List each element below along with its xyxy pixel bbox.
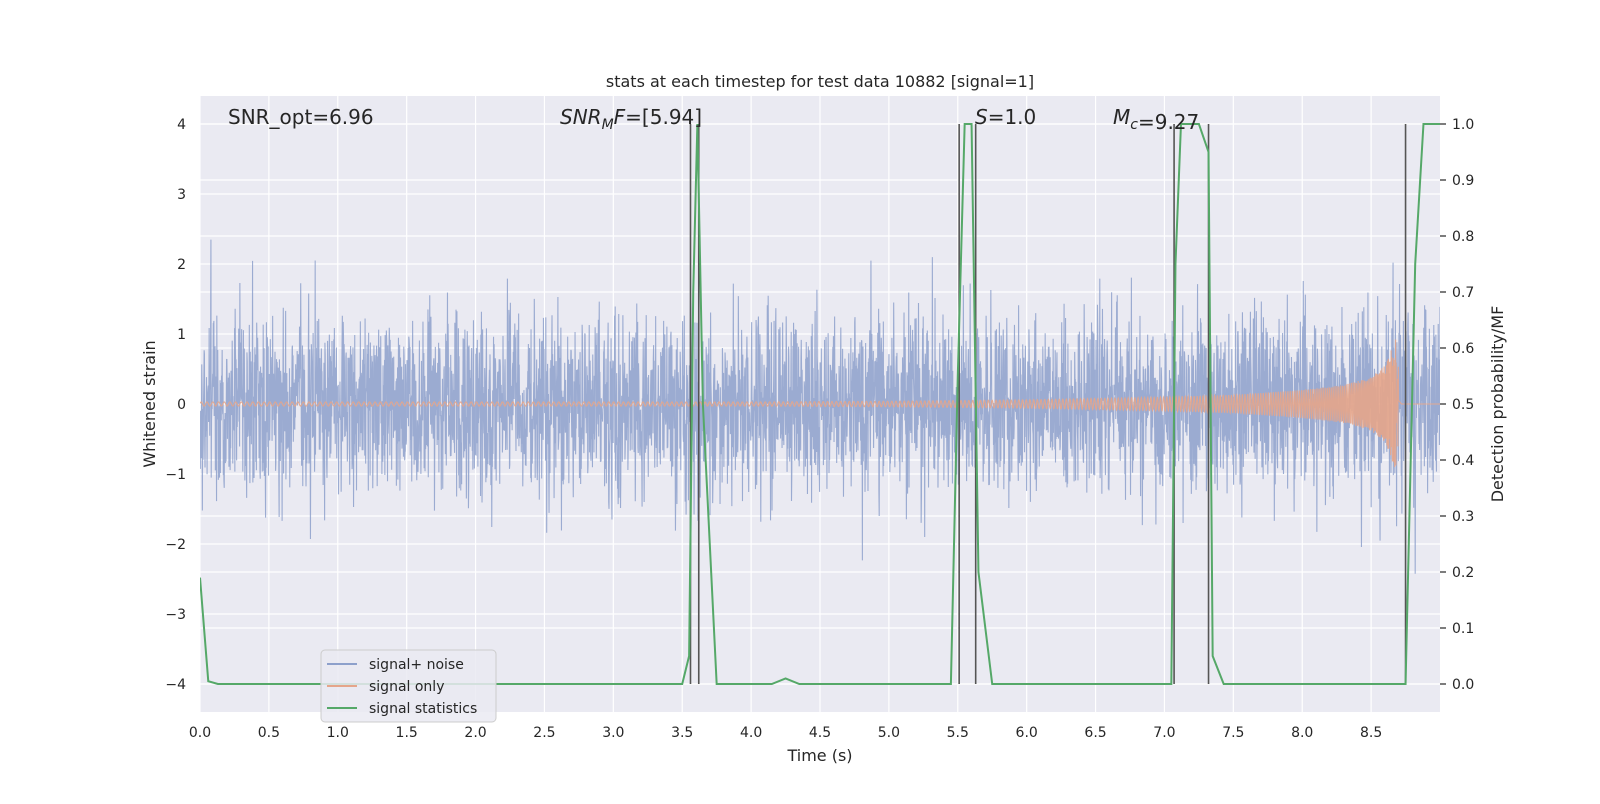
legend-box bbox=[320, 649, 497, 723]
y-right-tick-label: 0.3 bbox=[1452, 509, 1474, 525]
y-axis-right-label: Detection probability/MF bbox=[1488, 306, 1507, 503]
x-tick-label: 3.0 bbox=[602, 725, 624, 741]
y-right-tick-label: 0.0 bbox=[1452, 677, 1474, 693]
x-tick-label: 0.0 bbox=[189, 725, 211, 741]
x-tick-label: 4.0 bbox=[740, 725, 762, 741]
x-tick-label: 3.5 bbox=[671, 725, 693, 741]
y-left-tick-labels: −4 −3 −2 −1 0 1 2 3 4 bbox=[165, 117, 186, 693]
y-right-tick-label: 0.8 bbox=[1452, 229, 1474, 245]
y-left-tick-label: 1 bbox=[177, 327, 186, 343]
x-tick-label: 4.5 bbox=[809, 725, 831, 741]
y-right-tick-labels: 0.0 0.1 0.2 0.3 0.4 0.5 0.6 0.7 0.8 0.9 1.0 bbox=[1440, 117, 1474, 693]
y-axis-left-label: Whitened strain bbox=[140, 340, 159, 467]
y-right-tick-label: 0.1 bbox=[1452, 621, 1474, 637]
x-tick-label: 1.5 bbox=[396, 725, 418, 741]
y-left-tick-label: 3 bbox=[177, 187, 186, 203]
annotation: SNR_opt=6.96 bbox=[228, 105, 374, 129]
x-tick-label: 0.5 bbox=[258, 725, 280, 741]
x-tick-label: 6.5 bbox=[1084, 725, 1106, 741]
annotations: SNR_opt=6.96 SNRMF=[5.94] S=1.0 Mc=9.27 bbox=[228, 105, 1199, 134]
y-right-tick-label: 1.0 bbox=[1452, 117, 1474, 133]
x-tick-label: 6.0 bbox=[1016, 725, 1038, 741]
x-tick-label: 7.0 bbox=[1153, 725, 1175, 741]
y-left-tick-label: 4 bbox=[177, 117, 186, 133]
y-right-tick-label: 0.9 bbox=[1452, 173, 1474, 189]
x-tick-label: 2.0 bbox=[464, 725, 486, 741]
legend-label: signal+ noise bbox=[369, 657, 464, 673]
series-signal-only bbox=[200, 339, 1440, 468]
chart-title: stats at each timestep for test data 108… bbox=[606, 72, 1034, 91]
y-left-tick-label: −2 bbox=[165, 537, 186, 553]
x-tick-label: 5.5 bbox=[947, 725, 969, 741]
y-left-tick-label: 0 bbox=[177, 397, 186, 413]
annotation: S=1.0 bbox=[975, 105, 1036, 129]
legend: signal+ noise signal only signal statistic… bbox=[320, 649, 497, 723]
x-tick-label: 7.5 bbox=[1222, 725, 1244, 741]
legend-label: signal only bbox=[369, 679, 444, 695]
x-tick-label: 5.0 bbox=[878, 725, 900, 741]
x-tick-label: 1.0 bbox=[327, 725, 349, 741]
y-left-tick-label: −1 bbox=[165, 467, 186, 483]
y-right-tick-label: 0.2 bbox=[1452, 565, 1474, 581]
y-right-tick-label: 0.4 bbox=[1452, 453, 1474, 469]
x-tick-label: 8.5 bbox=[1360, 725, 1382, 741]
x-axis-label: Time (s) bbox=[786, 746, 852, 765]
y-right-tick-label: 0.7 bbox=[1452, 285, 1474, 301]
y-right-tick-label: 0.5 bbox=[1452, 397, 1474, 413]
plot-area bbox=[200, 123, 1440, 685]
x-tick-label: 2.5 bbox=[533, 725, 555, 741]
x-tick-label: 8.0 bbox=[1291, 725, 1313, 741]
y-left-tick-label: −3 bbox=[165, 607, 186, 623]
y-right-tick-label: 0.6 bbox=[1452, 341, 1474, 357]
legend-label: signal statistics bbox=[369, 701, 477, 717]
series-signal-statistics bbox=[200, 123, 1440, 685]
y-left-tick-label: 2 bbox=[177, 257, 186, 273]
annotation: Mc=9.27 bbox=[1113, 105, 1199, 134]
annotation: SNRMF=[5.94] bbox=[560, 105, 702, 133]
y-left-tick-label: −4 bbox=[165, 677, 186, 693]
x-tick-labels: 0.0 0.5 1.0 1.5 2.0 2.5 3.0 3.5 4.0 4.5 5.0 5.5 6.0 6… bbox=[189, 725, 1382, 741]
